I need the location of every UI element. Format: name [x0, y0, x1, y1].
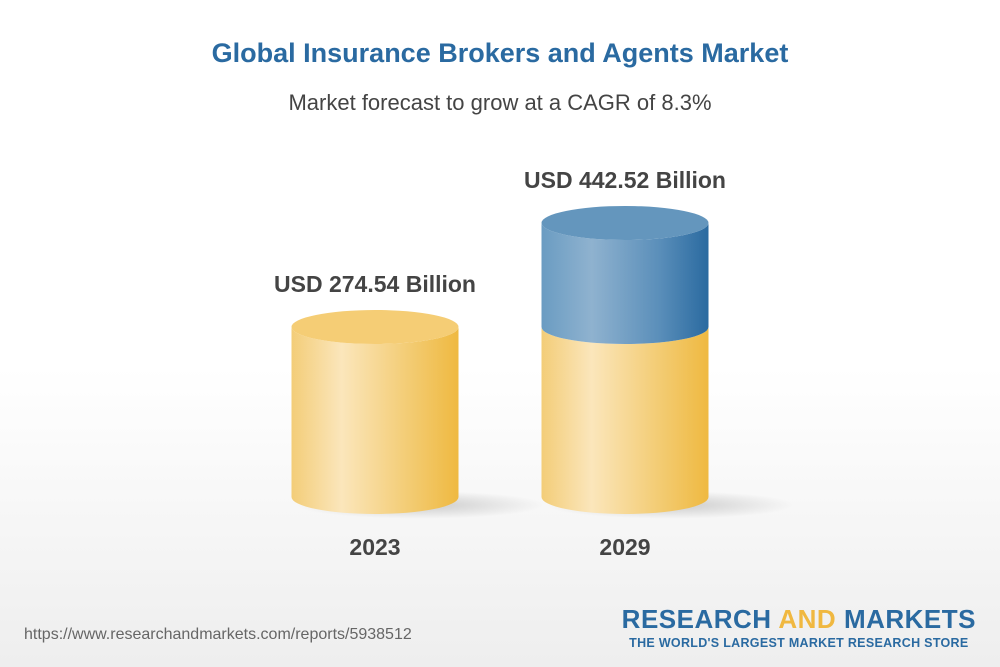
source-url[interactable]: https://www.researchandmarkets.com/repor…	[24, 626, 412, 643]
logo-tagline: THE WORLD'S LARGEST MARKET RESEARCH STOR…	[629, 636, 969, 650]
logo-word-markets: MARKETS	[843, 604, 976, 634]
research-and-markets-logo: RESEARCH AND MARKETS THE WORLD'S LARGEST…	[622, 604, 976, 650]
logo-word-research: RESEARCH	[621, 604, 772, 634]
cylinder-base-2029	[541, 327, 709, 514]
chart-subtitle: Market forecast to grow at a CAGR of 8.3…	[288, 90, 712, 115]
x-tick-2029: 2029	[599, 534, 650, 560]
cylinder-top-2029	[541, 205, 709, 240]
cylinder-base-2023	[291, 327, 459, 514]
cylinder-top-2023	[291, 310, 459, 344]
x-tick-2023: 2023	[349, 534, 400, 560]
logo-word-and: AND	[778, 604, 837, 634]
data-label-2029: USD 442.52 Billion	[524, 167, 726, 193]
cylinder-growth-2029	[541, 222, 709, 344]
data-label-2023: USD 274.54 Billion	[274, 271, 476, 297]
chart-title: Global Insurance Brokers and Agents Mark…	[211, 38, 789, 68]
